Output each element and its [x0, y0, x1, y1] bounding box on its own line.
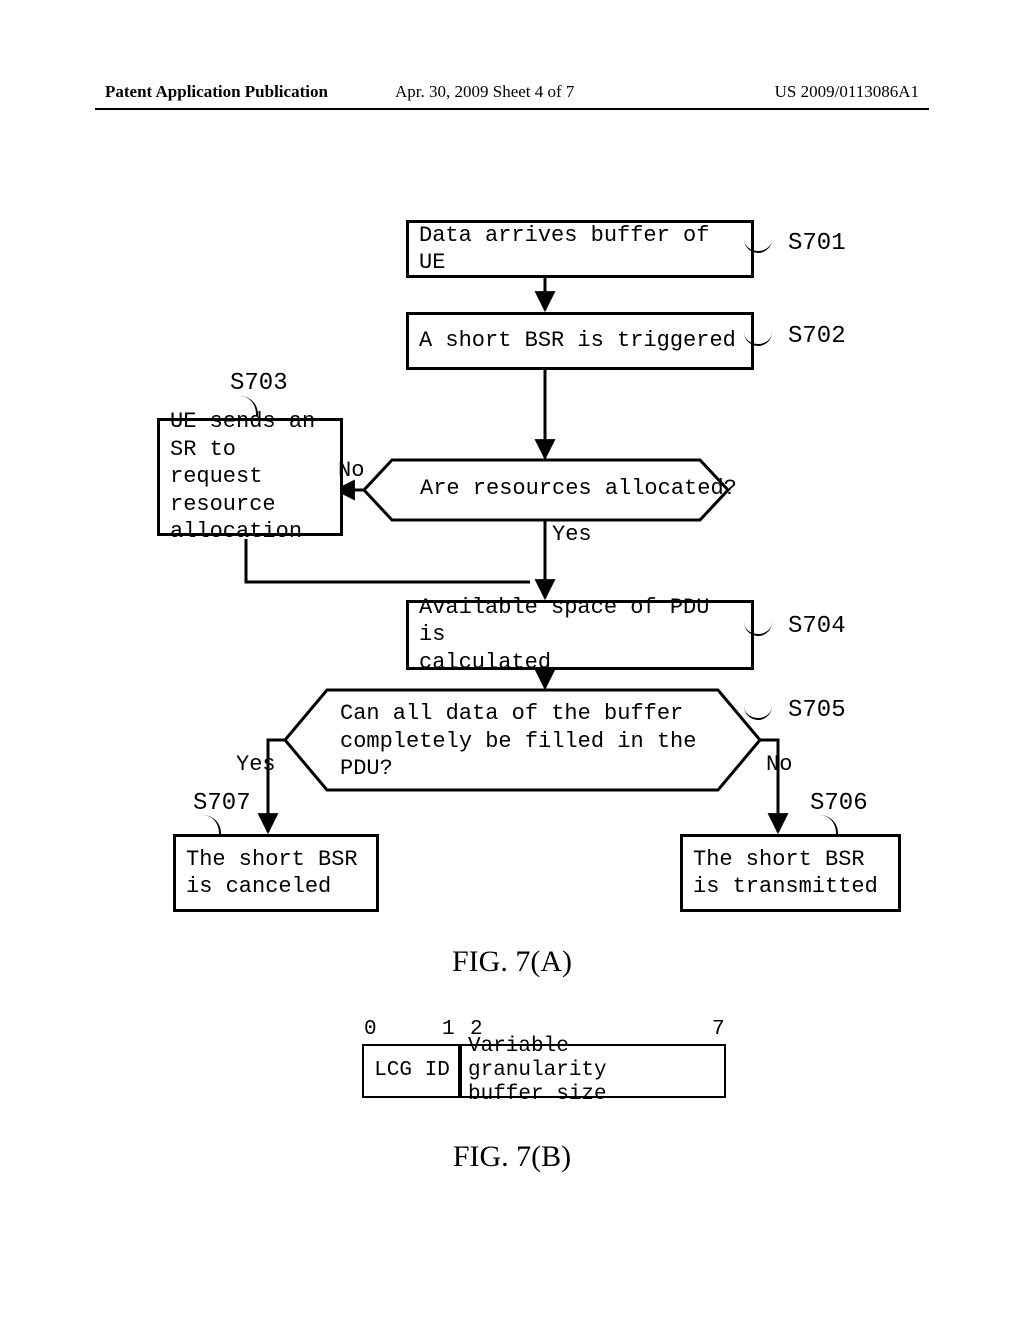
label-s707: S707 — [193, 790, 251, 817]
label-s706: S706 — [810, 790, 868, 817]
fig7b-caption: FIG. 7(B) — [0, 1140, 1024, 1174]
step-s703-text: UE sends an SR to request resource alloc… — [170, 408, 330, 546]
step-s706: The short BSR is transmitted — [680, 834, 901, 912]
edge-no-2: No — [766, 752, 792, 777]
step-s706-text: The short BSR is transmitted — [693, 846, 878, 901]
step-s704-text: Available space of PDU is calculated — [419, 594, 741, 677]
label-s704: S704 — [788, 613, 846, 640]
label-s703: S703 — [230, 370, 288, 397]
bit-0: 0 — [364, 1018, 377, 1041]
step-s704: Available space of PDU is calculated — [406, 600, 754, 670]
fig7b: 0 1 2 7 LCG ID Variable granularity buff… — [362, 1018, 732, 1108]
edge-no-1: No — [338, 458, 364, 483]
label-s701: S701 — [788, 230, 846, 257]
cell-lcg-id: LCG ID — [362, 1044, 462, 1098]
decision-resources-text: Are resources allocated? — [420, 476, 737, 501]
fig7a-caption: FIG. 7(A) — [0, 945, 1024, 979]
edge-yes-1: Yes — [552, 522, 592, 547]
step-s701: Data arrives buffer of UE — [406, 220, 754, 278]
step-s702-text: A short BSR is triggered — [419, 327, 736, 355]
edge-yes-2: Yes — [236, 752, 276, 777]
step-s702: A short BSR is triggered — [406, 312, 754, 370]
step-s707-text: The short BSR is canceled — [186, 846, 358, 901]
label-s705: S705 — [788, 697, 846, 724]
label-s702: S702 — [788, 323, 846, 350]
bit-1: 1 — [442, 1018, 455, 1041]
page: Patent Application Publication Apr. 30, … — [0, 0, 1024, 1320]
step-s701-text: Data arrives buffer of UE — [419, 222, 741, 277]
cell-buffer-size: Variable granularity buffer size — [458, 1044, 726, 1098]
step-s707: The short BSR is canceled — [173, 834, 379, 912]
decision-buffer-text: Can all data of the buffer completely be… — [340, 700, 696, 783]
step-s703: UE sends an SR to request resource alloc… — [157, 418, 343, 536]
